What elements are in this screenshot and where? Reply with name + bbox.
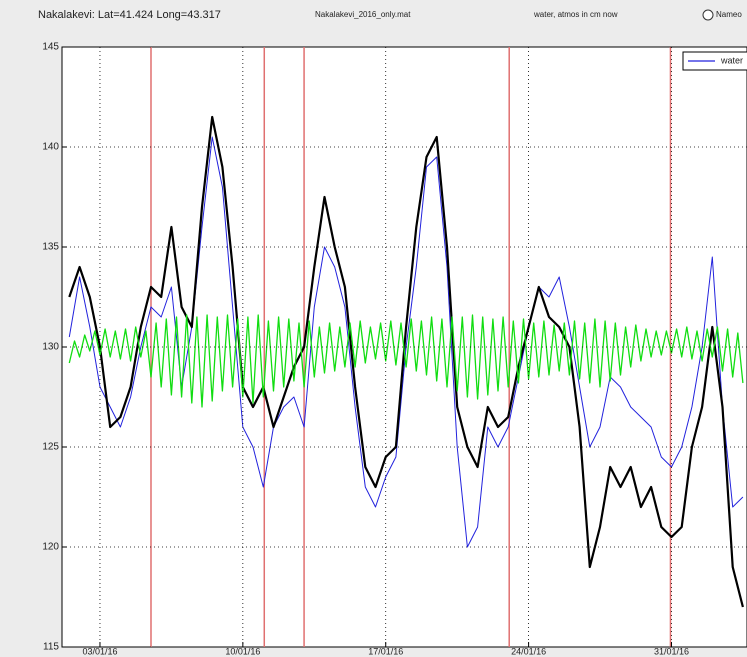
y-tick-label: 145 — [42, 42, 59, 53]
series-line — [68, 314, 744, 408]
legend-label: water — [720, 55, 743, 65]
y-tick-label: 130 — [42, 342, 59, 353]
y-tick-label: 115 — [43, 642, 59, 653]
x-tick-label: 10/01/16 — [225, 646, 260, 656]
x-tick-label: 03/01/16 — [82, 646, 117, 656]
x-tick-label: 17/01/16 — [368, 646, 403, 656]
y-tick-label: 120 — [42, 542, 59, 553]
radio-button[interactable] — [702, 9, 714, 21]
radio-label[interactable]: Nameo — [716, 10, 742, 19]
series-line — [68, 115, 744, 608]
chart-title: Nakalakevi: Lat=41.424 Long=43.317 — [38, 9, 221, 21]
y-tick-label: 125 — [42, 442, 59, 453]
file-label: Nakalakevi_2016_only.mat — [315, 10, 411, 19]
x-tick-label: 24/01/16 — [511, 646, 546, 656]
y-tick-label: 140 — [42, 142, 59, 153]
y-tick-label: 135 — [42, 242, 59, 253]
x-tick-label: 31/01/16 — [654, 646, 689, 656]
subtitle: water, atmos in cm now — [533, 10, 618, 19]
